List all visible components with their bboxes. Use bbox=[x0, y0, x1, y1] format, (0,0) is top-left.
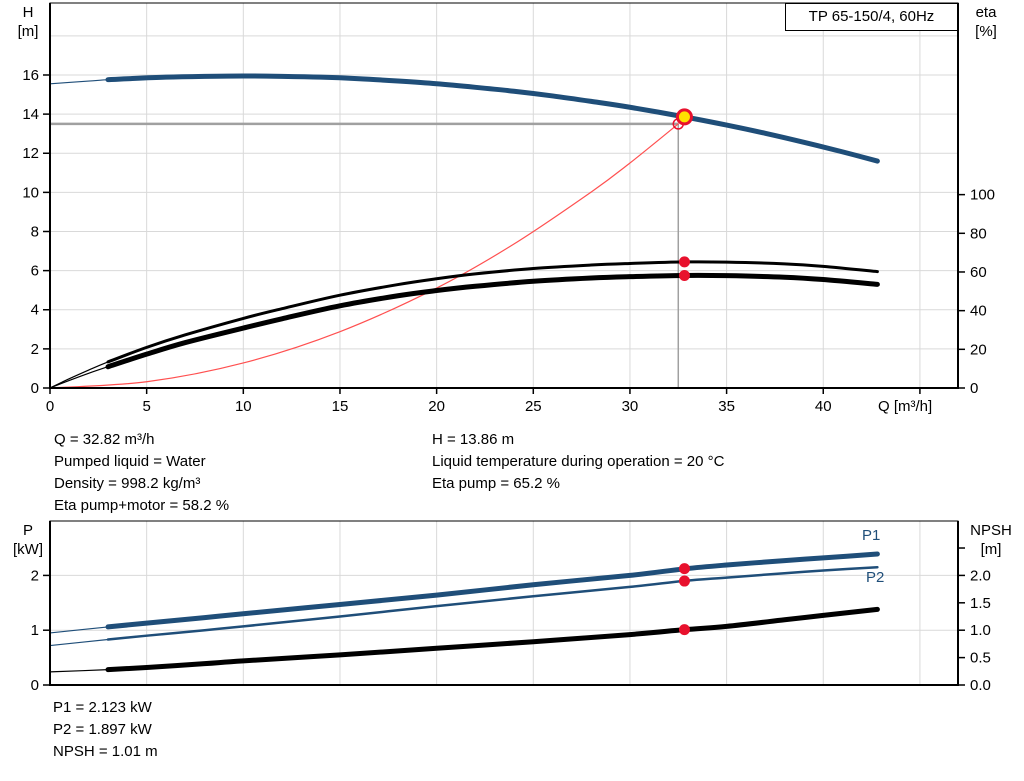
left-axis-tick-label: 12 bbox=[22, 145, 39, 162]
p1-curve-label: P1 bbox=[862, 527, 881, 544]
right-axis-tick-label: 1.5 bbox=[970, 595, 991, 612]
x-axis-tick-label: 0 bbox=[46, 398, 54, 415]
duty-info-left: Q = 32.82 m³/h Pumped liquid = Water Den… bbox=[54, 429, 229, 517]
left-axis-tick-label: 10 bbox=[22, 184, 39, 201]
npsh-curve bbox=[105, 606, 880, 673]
h-axis-title-line1: H bbox=[22, 4, 34, 21]
left-axis-tick-label: 4 bbox=[31, 302, 39, 319]
right-axis-tick-label: 0.5 bbox=[970, 650, 991, 667]
head-curve bbox=[105, 73, 880, 164]
x-axis-tick-label: 15 bbox=[332, 398, 349, 415]
head-curve-thin bbox=[49, 75, 878, 162]
left-axis-tick-label: 14 bbox=[22, 106, 39, 123]
info-npsh: NPSH = 1.01 m bbox=[53, 743, 158, 760]
right-axis-tick-label: 1.0 bbox=[970, 622, 991, 639]
eta-pump-motor-duty-dot bbox=[678, 269, 690, 281]
p2-curve bbox=[106, 565, 879, 641]
right-axis-tick-label: 60 bbox=[970, 264, 987, 281]
info-head: H = 13.86 m bbox=[432, 431, 515, 448]
npsh-axis-title-line2: [m] bbox=[980, 541, 1002, 558]
p1-duty-dot bbox=[678, 563, 690, 575]
right-axis-tick-label: 80 bbox=[970, 225, 987, 242]
x-axis-tick-label: 25 bbox=[525, 398, 542, 415]
h-axis-title: H [m] bbox=[10, 3, 46, 41]
info-flow: Q = 32.82 m³/h bbox=[54, 431, 155, 448]
eta-pump-curve bbox=[106, 260, 879, 364]
system-curve bbox=[49, 123, 679, 389]
left-axis-tick-label: 1 bbox=[31, 622, 39, 639]
info-eta-pump-motor: Eta pump+motor = 58.2 % bbox=[54, 497, 230, 514]
p-axis-title-line1: P bbox=[22, 522, 33, 539]
plot-frame bbox=[49, 520, 959, 686]
p2-curve-label: P2 bbox=[866, 569, 885, 586]
x-axis-tick-label: 20 bbox=[428, 398, 445, 415]
eta-axis-title-line2: [%] bbox=[975, 23, 997, 40]
x-axis-tick-label: 35 bbox=[718, 398, 735, 415]
x-axis-tick-label: 10 bbox=[235, 398, 252, 415]
eta-axis-title: eta [%] bbox=[965, 3, 1007, 41]
info-p1: P1 = 2.123 kW bbox=[53, 699, 152, 716]
right-axis-tick-label: 20 bbox=[970, 341, 987, 358]
left-axis-tick-label: 0 bbox=[31, 380, 39, 397]
p2-duty-dot bbox=[678, 575, 690, 587]
info-pumped-liquid: Pumped liquid = Water bbox=[54, 453, 206, 470]
power-info: P1 = 2.123 kW P2 = 1.897 kW NPSH = 1.01 … bbox=[53, 697, 158, 763]
h-axis-title-line2: [m] bbox=[17, 23, 39, 40]
p-axis-title-line2: [kW] bbox=[13, 541, 43, 558]
right-axis-tick-label: 100 bbox=[970, 187, 995, 204]
x-axis-tick-label: 5 bbox=[142, 398, 150, 415]
right-axis-tick-label: 0 bbox=[970, 380, 978, 397]
x-axis-tick-label: 40 bbox=[815, 398, 832, 415]
right-axis-tick-label: 40 bbox=[970, 303, 987, 320]
npsh-axis-title: NPSH [m] bbox=[962, 521, 1020, 559]
eta-axis-title-line1: eta bbox=[975, 4, 997, 21]
p1-curve bbox=[105, 551, 880, 630]
left-axis-tick-label: 6 bbox=[31, 263, 39, 280]
qh-chart: 0 2 4 6 8 10 12 14 16 0 20 40 60 80 100 0 5 10 15 20 25 30 35 4… bbox=[22, 2, 995, 415]
q-axis-title: Q [m³/h] bbox=[878, 398, 933, 415]
left-axis-tick-label: 16 bbox=[22, 67, 39, 84]
eta-pump-motor-curve-thin bbox=[49, 274, 878, 389]
info-p2: P2 = 1.897 kW bbox=[53, 721, 152, 738]
right-axis-tick-label: 2.0 bbox=[970, 567, 991, 584]
left-axis-tick-label: 2 bbox=[31, 567, 39, 584]
power-npsh-chart: 0 1 2 0.0 0.5 1.0 1.5 2.0 bbox=[31, 520, 991, 694]
left-axis-tick-label: 8 bbox=[31, 223, 39, 240]
left-axis-tick-label: 2 bbox=[31, 341, 39, 358]
pump-type-box: TP 65-150/4, 60Hz bbox=[785, 3, 958, 31]
eta-pump-duty-dot bbox=[678, 256, 690, 268]
npsh-axis-title-line1: NPSH bbox=[970, 522, 1012, 539]
eta-pump-curve-thin bbox=[49, 261, 878, 389]
right-axis-tick-label: 0.0 bbox=[970, 677, 991, 694]
info-eta-pump: Eta pump = 65.2 % bbox=[432, 475, 560, 492]
info-density: Density = 998.2 kg/m³ bbox=[54, 475, 201, 492]
left-axis-tick-label: 0 bbox=[31, 677, 39, 694]
info-liquid-temperature: Liquid temperature during operation = 20… bbox=[432, 453, 725, 470]
eta-pump-motor-curve bbox=[105, 272, 880, 370]
npsh-duty-dot bbox=[678, 624, 690, 636]
duty-point-marker bbox=[675, 108, 693, 126]
p-axis-title: P [kW] bbox=[8, 521, 48, 559]
duty-info-right: H = 13.86 m Liquid temperature during op… bbox=[432, 429, 724, 495]
x-axis-tick-label: 30 bbox=[622, 398, 639, 415]
plot-frame bbox=[49, 2, 959, 389]
